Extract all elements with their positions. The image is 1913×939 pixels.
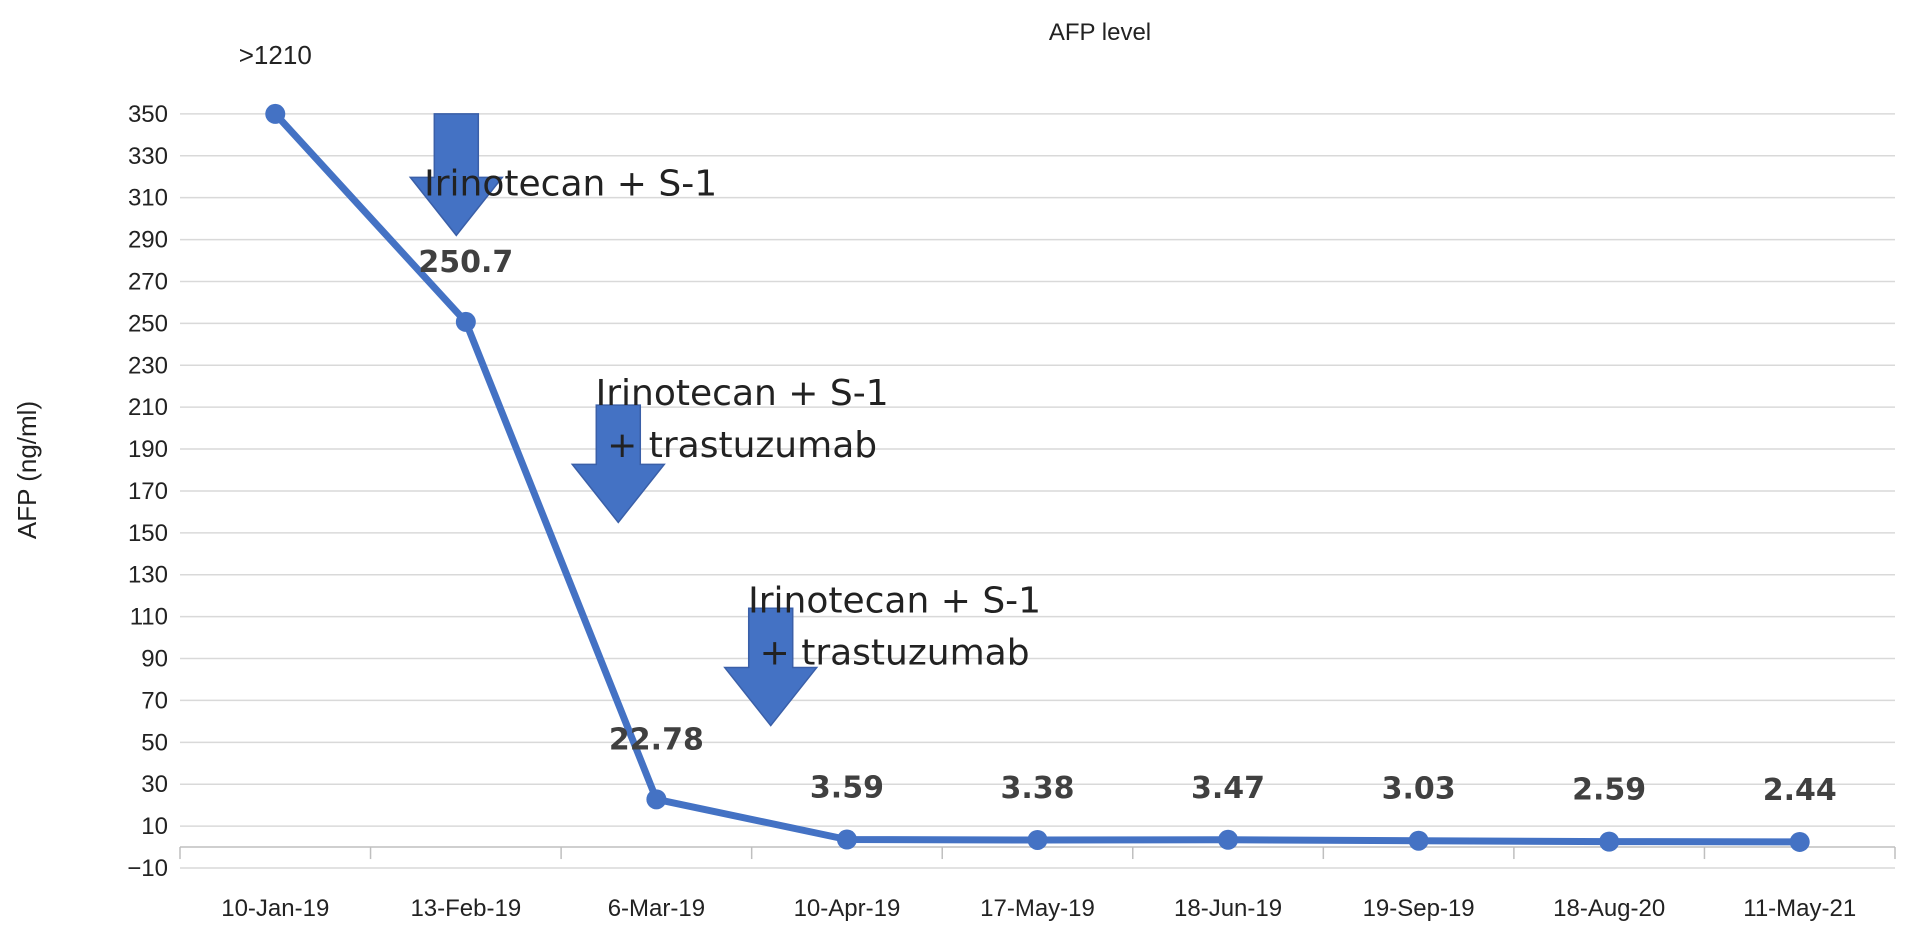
data-point xyxy=(1027,829,1048,850)
y-tick-label: 70 xyxy=(141,687,168,714)
y-tick-label: 330 xyxy=(128,143,168,170)
y-tick-label: 270 xyxy=(128,268,168,295)
y-tick-labels: 350 330 310 290 270 250 230 210 190 170 150 130 110 9… xyxy=(127,101,168,882)
x-tick-label: 11-May-21 xyxy=(1743,895,1856,922)
data-label: 3.47 xyxy=(1191,771,1265,806)
gridlines xyxy=(179,113,1896,869)
y-tick-label: 50 xyxy=(141,729,168,756)
data-labels: >1210 250.7 22.78 3.59 3.38 3.47 3.03 2.59 2.44 xyxy=(239,40,1837,808)
chart-title: AFP level xyxy=(1049,19,1151,46)
data-label: 22.78 xyxy=(609,722,704,757)
data-label: 250.7 xyxy=(418,245,513,280)
x-tick-label: 10-Apr-19 xyxy=(794,895,901,922)
y-tick-label: 210 xyxy=(128,394,168,421)
data-point xyxy=(1408,830,1429,851)
y-tick-label: 10 xyxy=(141,813,168,840)
data-label: 3.38 xyxy=(1000,771,1074,806)
y-tick-label: 110 xyxy=(130,604,168,631)
down-arrow-icon xyxy=(408,113,504,237)
y-tick-label: 150 xyxy=(128,520,168,547)
data-point xyxy=(265,103,286,124)
data-label: 3.59 xyxy=(810,771,884,806)
annotation-text: Irinotecan + S-1 xyxy=(424,164,717,205)
data-point xyxy=(1789,831,1810,852)
x-tick-label: 6-Mar-19 xyxy=(608,895,705,922)
x-tick-label: 18-Jun-19 xyxy=(1174,895,1282,922)
data-label: 2.59 xyxy=(1572,773,1646,808)
y-tick-label: 190 xyxy=(128,436,168,463)
y-tick-label: 290 xyxy=(128,227,168,254)
data-point xyxy=(836,829,857,850)
x-tick-label: 19-Sep-19 xyxy=(1363,895,1475,922)
x-tick-labels: 10-Jan-19 13-Feb-19 6-Mar-19 10-Apr-19 17-Ma… xyxy=(221,895,1856,922)
annotation-text: + trastuzumab xyxy=(607,425,877,466)
data-point xyxy=(1218,829,1239,850)
annotations: Irinotecan + S-1 Irinotecan + S-1 + trastu… xyxy=(408,113,1041,727)
y-tick-label: 170 xyxy=(128,478,168,505)
y-tick-label: 250 xyxy=(128,310,168,337)
x-tick-label: 13-Feb-19 xyxy=(410,895,521,922)
series-afp xyxy=(265,103,1810,852)
x-tick-label: 18-Aug-20 xyxy=(1553,895,1665,922)
down-arrow-icon xyxy=(723,607,819,727)
y-tick-label: 130 xyxy=(128,562,168,589)
y-tick-label: 230 xyxy=(128,352,168,379)
down-arrow-icon xyxy=(570,404,666,524)
annotation-text: + trastuzumab xyxy=(760,632,1030,673)
x-tick-label: 10-Jan-19 xyxy=(221,895,329,922)
annotation-text: Irinotecan + S-1 xyxy=(596,373,889,414)
annotation-text: Irinotecan + S-1 xyxy=(748,580,1041,621)
y-axis-label: AFP (ng/ml) xyxy=(12,401,42,539)
y-tick-label: 90 xyxy=(141,646,168,673)
y-tick-label: −10 xyxy=(127,855,168,882)
y-tick-label: 310 xyxy=(128,185,168,212)
x-tick-label: 17-May-19 xyxy=(980,895,1095,922)
series-line xyxy=(271,110,1804,846)
data-label: 3.03 xyxy=(1382,772,1456,807)
data-point xyxy=(1599,831,1620,852)
y-tick-label: 350 xyxy=(128,101,168,128)
data-point xyxy=(646,789,667,810)
data-label: 2.44 xyxy=(1763,773,1837,808)
data-label: >1210 xyxy=(239,40,312,70)
data-point xyxy=(455,311,476,332)
y-tick-label: 30 xyxy=(141,771,168,798)
